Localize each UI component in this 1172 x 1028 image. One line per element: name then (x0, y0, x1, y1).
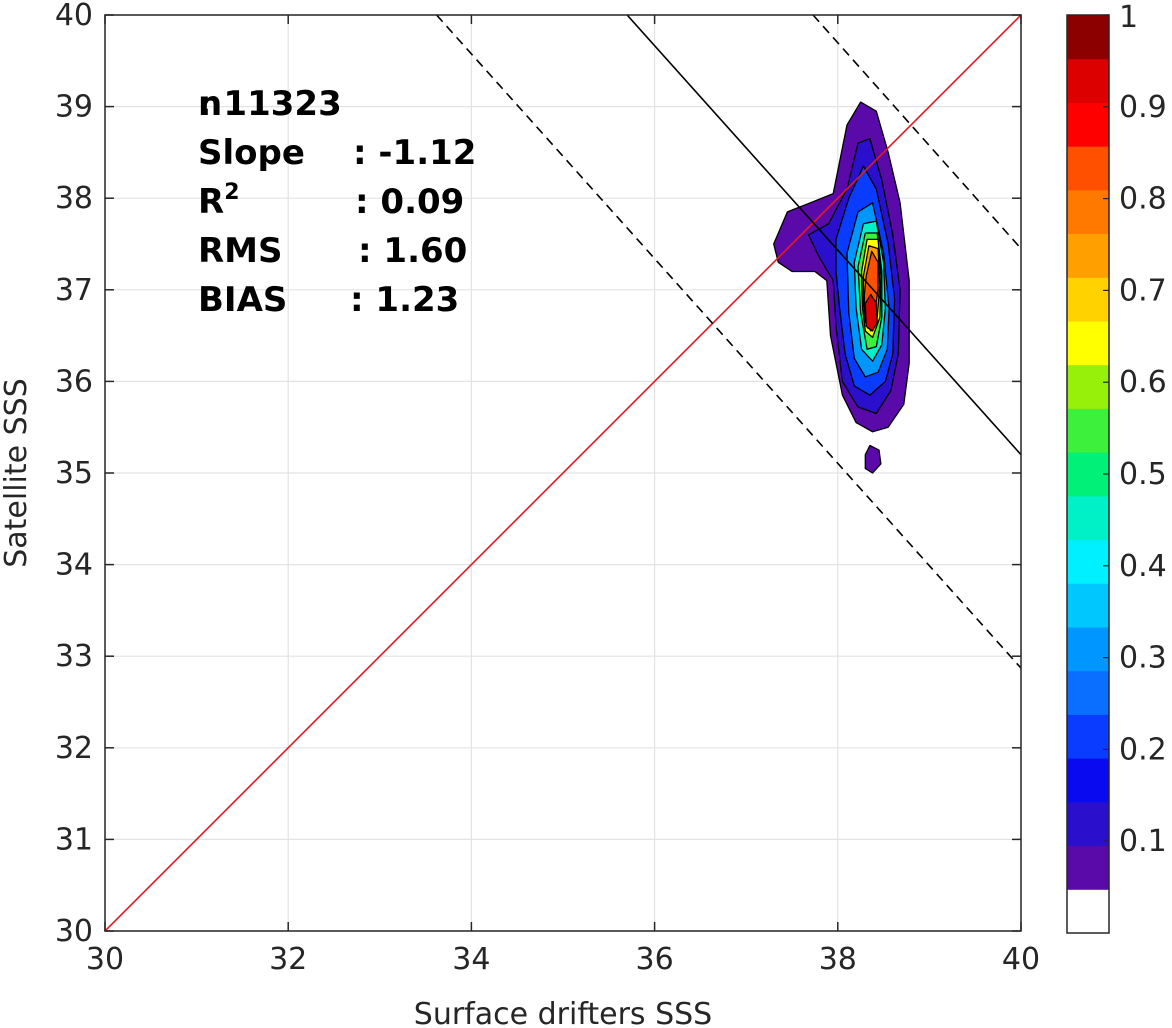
reference-lines (105, 15, 1021, 931)
y-tick-label: 40 (55, 0, 93, 33)
colorbar-tick-label: 1 (1119, 0, 1138, 35)
axis-ticks: 30 32 34 36 38 40 30 31 32 33 34 35 36 37 38 39 40 (55, 0, 1040, 977)
colorbar-tick-label: 0.2 (1119, 732, 1167, 767)
y-tick-label: 33 (55, 639, 93, 674)
x-tick-label: 32 (269, 942, 307, 977)
colorbar-segment (1067, 758, 1109, 803)
x-tick-label: 30 (86, 942, 124, 977)
y-tick-label: 38 (55, 181, 93, 216)
colorbar-segment (1067, 146, 1109, 191)
y-tick-label: 32 (55, 731, 93, 766)
y-tick-label: 31 (55, 822, 93, 857)
colorbar-segment (1067, 627, 1109, 672)
x-tick-label: 40 (1002, 942, 1040, 977)
stat-label-superscript: 2 (224, 180, 239, 205)
x-tick-label: 34 (452, 942, 490, 977)
stat-value: : 0.09 (355, 182, 464, 222)
colorbar-segment (1067, 539, 1109, 584)
x-axis-title: Surface drifters SSS (414, 997, 712, 1028)
colorbar-segment (1067, 714, 1109, 759)
y-tick-label: 37 (55, 273, 93, 308)
stat-label: RMS (198, 231, 283, 271)
grid (104, 14, 1022, 932)
stat-label: Slope (198, 133, 305, 173)
density-contour-0.05 (864, 444, 882, 474)
colorbar-segment (1067, 845, 1109, 890)
density-contours (773, 101, 910, 474)
colorbar-tick-label: 0.7 (1119, 273, 1167, 308)
density-contour-0.9 (864, 293, 878, 332)
upper-rms-bound-line (812, 15, 1021, 250)
colorbar-segment (1067, 277, 1109, 322)
stat-value: : 11323 (198, 84, 342, 124)
y-tick-label: 30 (55, 914, 93, 949)
colorbar-segment (1067, 102, 1109, 147)
colorbar-tick-label: 0.6 (1119, 365, 1167, 400)
colorbar: 0.1 0.2 0.3 0.4 0.5 0.6 0.7 0.8 0.9 1 (1066, 0, 1167, 934)
colorbar-segment (1067, 189, 1109, 235)
colorbar-segment (1067, 364, 1109, 409)
colorbar-segment (1067, 321, 1109, 366)
colorbar-segment (1067, 495, 1109, 541)
y-tick-label: 34 (55, 548, 93, 583)
colorbar-segment (1067, 452, 1109, 497)
lower-rms-bound-line (435, 15, 1021, 669)
colorbar-segment (1067, 408, 1109, 453)
colorbar-tick-label: 0.9 (1119, 90, 1167, 125)
y-tick-label: 35 (55, 456, 93, 491)
stat-label: BIAS (198, 280, 287, 320)
one-to-one-line (105, 15, 1021, 931)
colorbar-segment (1067, 889, 1109, 934)
stat-value: : 1.60 (358, 231, 467, 271)
colorbar-segment (1067, 801, 1109, 847)
colorbar-segment (1067, 583, 1109, 628)
colorbar-tick-label: 0.5 (1119, 457, 1167, 492)
stat-value: : 1.23 (350, 280, 459, 320)
colorbar-tick-label: 0.4 (1119, 549, 1167, 584)
x-tick-label: 38 (819, 942, 857, 977)
colorbar-segment (1067, 58, 1109, 103)
colorbar-tick-label: 0.8 (1119, 182, 1167, 217)
y-tick-label: 39 (55, 90, 93, 125)
colorbar-segment (1067, 15, 1109, 60)
colorbar-tick-label: 0.3 (1119, 641, 1167, 676)
colorbar-segment (1067, 670, 1109, 715)
colorbar-tick-label: 0.1 (1119, 824, 1167, 859)
x-tick-label: 36 (636, 942, 674, 977)
y-axis-title: Satellite SSS (0, 378, 34, 568)
stat-label: n (198, 84, 222, 124)
colorbar-segment (1067, 233, 1109, 278)
y-tick-label: 36 (55, 364, 93, 399)
regression-fit-line (626, 15, 1021, 456)
stat-value: : -1.12 (353, 133, 476, 173)
